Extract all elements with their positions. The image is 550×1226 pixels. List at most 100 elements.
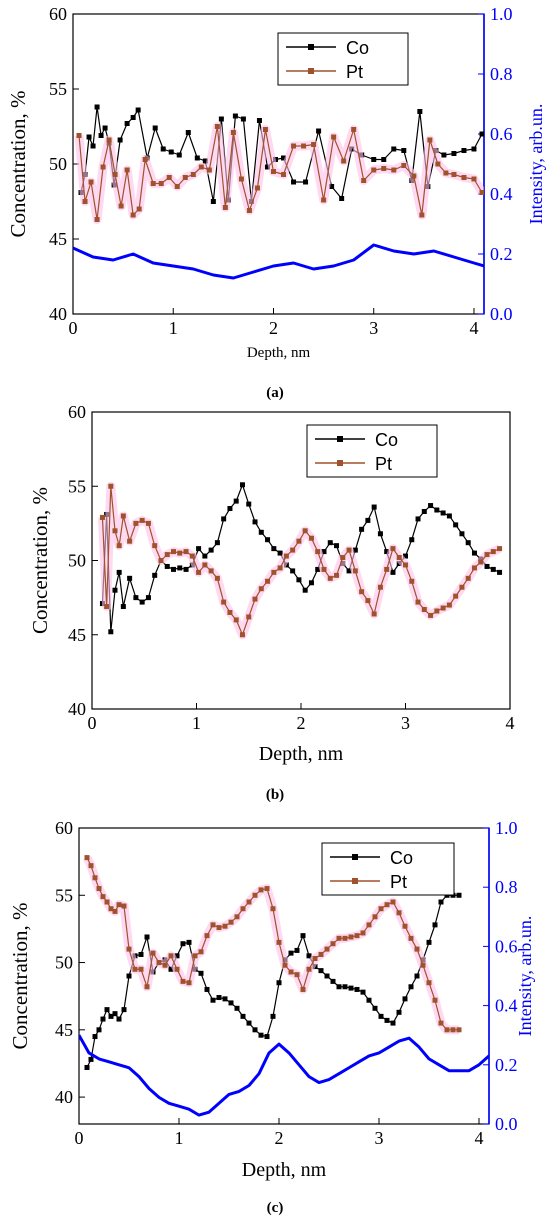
y-tick-label: 60 <box>55 818 73 838</box>
data-point <box>258 1032 264 1038</box>
data-point <box>348 934 354 940</box>
data-point <box>378 1013 384 1019</box>
data-point <box>365 517 371 523</box>
data-point <box>98 133 104 138</box>
data-point <box>265 537 271 543</box>
x-tick-label: 1 <box>169 318 178 338</box>
data-point <box>192 953 198 959</box>
data-point <box>246 899 252 905</box>
data-point <box>446 602 452 608</box>
data-point <box>484 563 490 569</box>
data-point <box>116 543 122 549</box>
data-point <box>465 575 471 581</box>
data-point <box>391 146 397 152</box>
data-point <box>426 980 432 986</box>
data-point <box>271 569 277 575</box>
y-axis-label: Concentration, % <box>6 91 30 238</box>
y2-tick-label: 1.0 <box>495 818 518 838</box>
data-point <box>366 922 372 928</box>
data-point <box>204 986 210 992</box>
data-point <box>152 543 158 549</box>
data-point <box>461 175 467 180</box>
legend-marker <box>337 436 343 442</box>
data-point <box>202 553 208 559</box>
data-point <box>227 506 233 512</box>
data-point <box>100 164 106 170</box>
data-point <box>210 199 216 204</box>
data-point <box>360 930 366 936</box>
y-tick-label: 40 <box>68 699 86 719</box>
data-point <box>130 115 136 120</box>
data-point <box>316 128 322 134</box>
data-point <box>150 181 156 186</box>
chart-panel-a: 0 1 2 3 4 40 45 50 55 60 0.0 0.2 0.4 0.6 0.8 1.0 Depth, … <box>6 4 546 401</box>
data-point <box>180 978 186 984</box>
data-point <box>497 546 503 552</box>
data-point <box>174 953 180 959</box>
data-point <box>479 190 484 195</box>
data-point <box>202 158 208 164</box>
data-point <box>196 546 202 552</box>
data-point <box>156 960 162 966</box>
data-point <box>417 109 423 114</box>
data-point <box>208 568 214 574</box>
data-point <box>177 550 183 556</box>
data-point <box>198 949 204 955</box>
data-point <box>246 501 252 507</box>
data-point <box>444 1027 450 1033</box>
data-point <box>339 196 345 201</box>
data-point <box>139 517 145 523</box>
data-point <box>142 157 148 162</box>
x-tick-label: 1 <box>192 713 201 733</box>
data-point <box>158 558 164 563</box>
data-point <box>106 137 112 143</box>
data-point <box>96 886 102 892</box>
data-point <box>384 902 390 908</box>
data-point <box>186 980 192 986</box>
legend-label: Pt <box>375 454 392 474</box>
data-point <box>138 966 144 972</box>
data-point <box>336 984 342 990</box>
data-point <box>419 212 425 218</box>
plot-area <box>73 104 484 280</box>
data-point <box>421 508 427 514</box>
y-tick-label: 60 <box>49 4 67 24</box>
x-tick-label: 3 <box>375 1128 384 1148</box>
data-point <box>252 1027 258 1033</box>
data-point <box>183 566 189 572</box>
data-point <box>252 596 258 602</box>
data-point <box>471 176 477 182</box>
legend: Co Pt <box>321 842 455 896</box>
data-point <box>302 528 308 534</box>
data-point <box>396 555 402 561</box>
data-point <box>377 584 383 590</box>
panel-caption: (c) <box>267 1200 284 1216</box>
data-point <box>240 116 246 122</box>
data-point <box>160 146 166 152</box>
data-point <box>138 951 144 957</box>
data-point <box>189 553 195 559</box>
data-point <box>176 152 182 158</box>
data-point <box>411 173 417 179</box>
data-point <box>168 149 174 155</box>
data-point <box>479 131 484 137</box>
data-point <box>342 935 348 941</box>
data-point <box>100 894 106 900</box>
data-point <box>301 143 307 149</box>
data-point <box>116 902 122 908</box>
data-point <box>88 863 94 869</box>
data-point <box>126 946 132 952</box>
data-point <box>84 1064 90 1070</box>
data-point <box>283 553 289 559</box>
data-point <box>409 537 415 543</box>
y2-tick-label: 0.6 <box>490 124 513 144</box>
data-point <box>126 973 132 979</box>
data-point <box>427 137 433 143</box>
data-point <box>315 549 321 555</box>
data-point <box>342 984 348 990</box>
data-point <box>239 482 245 488</box>
x-axis-label: Depth, nm <box>259 743 344 765</box>
data-point <box>440 510 446 516</box>
data-point <box>415 516 421 522</box>
